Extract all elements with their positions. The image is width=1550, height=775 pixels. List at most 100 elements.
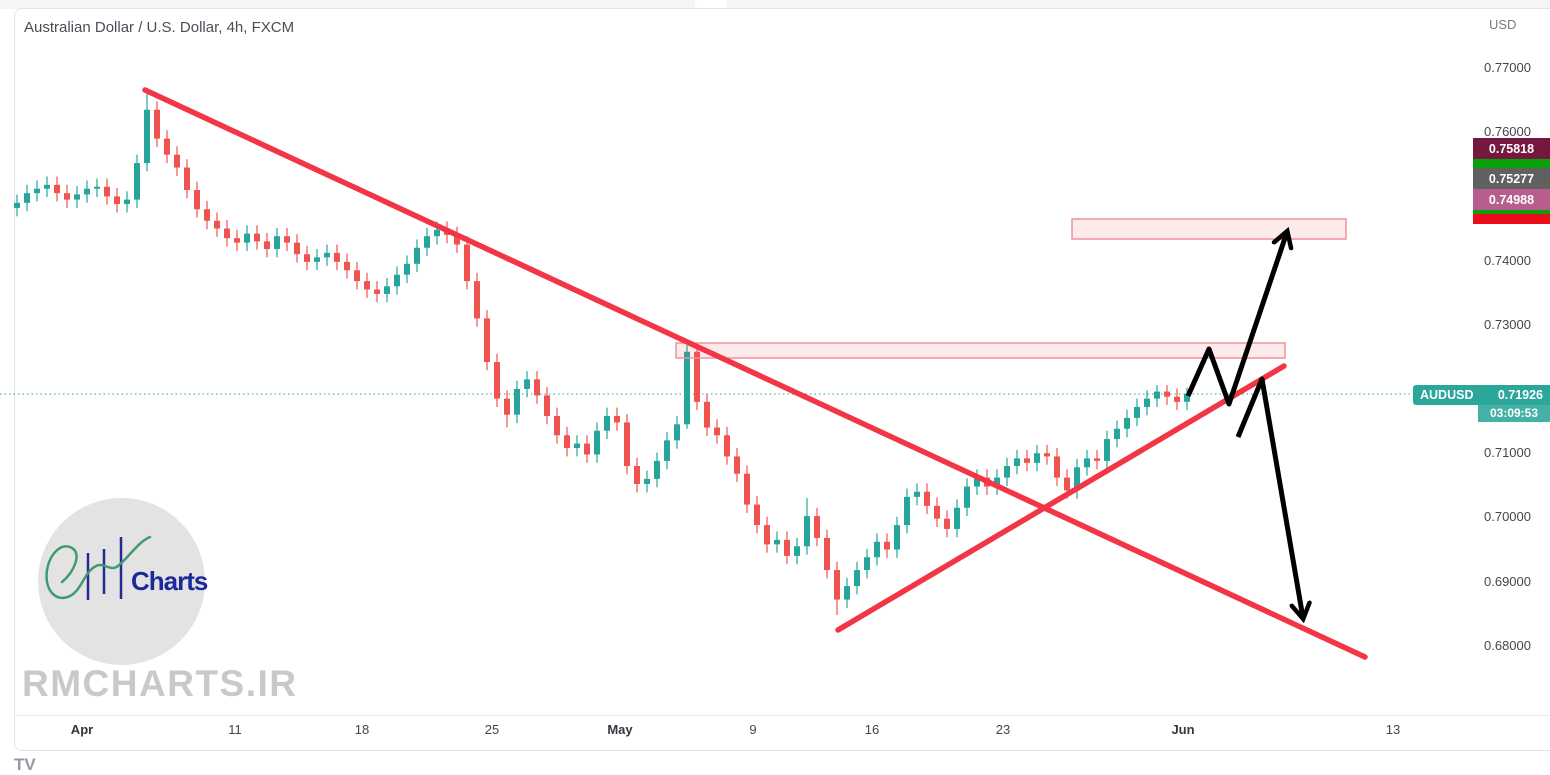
upper-target-zone[interactable] xyxy=(1071,218,1347,240)
candle xyxy=(584,443,590,455)
resistance-zone[interactable] xyxy=(675,342,1286,359)
candle xyxy=(1134,406,1140,418)
candle xyxy=(144,109,150,164)
price-axis-label: 0.68000 xyxy=(1484,637,1531,653)
candle xyxy=(574,443,580,449)
candle xyxy=(644,478,650,485)
symbol-title[interactable]: Australian Dollar / U.S. Dollar, 4h, FXC… xyxy=(24,19,295,36)
candle xyxy=(944,518,950,529)
candle xyxy=(374,289,380,294)
candle xyxy=(454,234,460,245)
time-axis-label: 25 xyxy=(484,722,500,737)
price-axis-label: 0.77000 xyxy=(1484,60,1531,75)
candle xyxy=(134,163,140,200)
candle xyxy=(274,236,280,250)
candle xyxy=(734,456,740,474)
badge-symbol-label: AUDUSD xyxy=(1420,388,1474,402)
candle xyxy=(314,257,320,262)
candle xyxy=(84,188,90,195)
candle xyxy=(794,546,800,556)
candle xyxy=(894,525,900,550)
candle xyxy=(484,318,490,363)
candle xyxy=(1024,458,1030,463)
candle xyxy=(24,193,30,203)
candle xyxy=(194,189,200,210)
candle xyxy=(1004,466,1010,478)
candle xyxy=(494,362,500,399)
candle xyxy=(1174,396,1180,402)
price-axis-label: 0.70000 xyxy=(1484,509,1531,525)
time-axis-label: 23 xyxy=(995,722,1011,737)
candle xyxy=(814,516,820,538)
last-price-badge[interactable]: AUDUSD 0.71926 xyxy=(1413,385,1550,405)
price-axis-label: 0.71000 xyxy=(1484,445,1531,461)
candle xyxy=(114,196,120,205)
candle xyxy=(204,209,210,221)
logo-brand-text: Charts xyxy=(131,566,208,596)
candle xyxy=(594,430,600,455)
candle xyxy=(844,586,850,600)
candle xyxy=(404,263,410,275)
candle xyxy=(214,220,220,229)
candle xyxy=(1114,428,1120,440)
candle xyxy=(754,504,760,526)
candle xyxy=(914,491,920,497)
candle xyxy=(154,109,160,139)
candle xyxy=(1184,393,1190,402)
candle xyxy=(64,193,70,200)
time-axis-label: 16 xyxy=(864,722,880,737)
candle xyxy=(74,194,80,200)
candle xyxy=(474,281,480,319)
price-axis-label: 0.76000 xyxy=(1484,124,1531,140)
candle xyxy=(1164,391,1170,397)
price-axis-label: 0.74000 xyxy=(1484,252,1531,268)
candle xyxy=(684,351,690,425)
time-axis-label: May xyxy=(607,722,633,737)
candle xyxy=(254,233,260,242)
candle xyxy=(804,516,810,547)
candle xyxy=(304,254,310,262)
bearish-projection-arrow[interactable] xyxy=(1235,376,1303,618)
candle xyxy=(864,557,870,571)
price-level-badge xyxy=(1473,159,1550,168)
candle xyxy=(14,202,20,208)
candle xyxy=(974,477,980,487)
price-level-badge: 0.75277 xyxy=(1473,168,1550,189)
descending-trendline[interactable] xyxy=(142,87,1368,660)
time-axis-label: 18 xyxy=(354,722,370,737)
candle xyxy=(554,415,560,436)
candle xyxy=(1084,458,1090,468)
candle xyxy=(614,415,620,423)
badge-price-value: 0.71926 xyxy=(1497,388,1543,402)
candle xyxy=(1044,453,1050,457)
candle xyxy=(224,228,230,239)
candle xyxy=(364,281,370,290)
candle xyxy=(384,286,390,294)
candle xyxy=(874,541,880,558)
candle xyxy=(124,199,130,205)
price-axis-label: 0.73000 xyxy=(1484,316,1531,332)
time-axis-label: Jun xyxy=(1171,722,1195,737)
candle xyxy=(784,539,790,556)
candle xyxy=(1144,398,1150,407)
candle xyxy=(994,477,1000,487)
candle xyxy=(264,241,270,250)
candle xyxy=(1064,477,1070,491)
collapse-toolbar-tab[interactable] xyxy=(695,0,727,9)
ascending-trendline[interactable] xyxy=(835,363,1287,633)
chart-widget-frame xyxy=(14,8,1550,751)
candle xyxy=(834,570,840,600)
time-axis-label: 13 xyxy=(1385,722,1401,737)
candle xyxy=(674,424,680,441)
candle xyxy=(414,247,420,264)
candle xyxy=(964,486,970,508)
logo-swoosh xyxy=(45,535,152,599)
candle xyxy=(824,537,830,571)
tradingview-logo-partial[interactable]: TV xyxy=(14,755,36,774)
candle xyxy=(324,252,330,258)
bullish-projection-arrow[interactable] xyxy=(1185,232,1287,407)
candle xyxy=(244,233,250,243)
candle xyxy=(564,435,570,449)
candle xyxy=(234,238,240,243)
